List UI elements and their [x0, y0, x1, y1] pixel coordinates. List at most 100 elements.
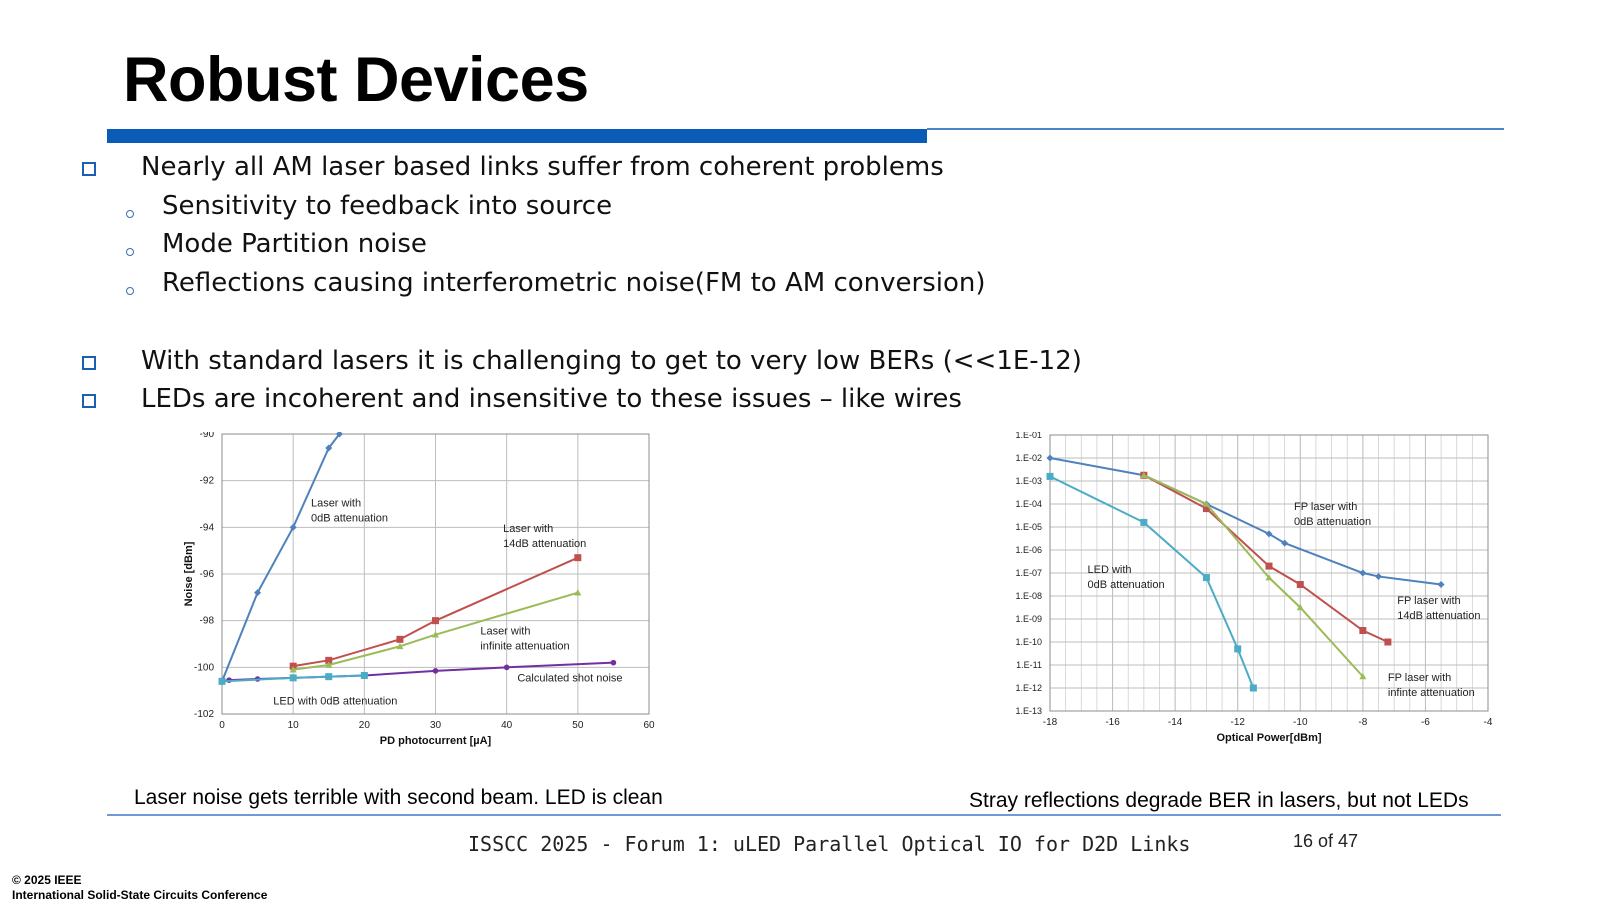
noise-chart: 0 10 20 30 40 50 60 -102 -100 -98 -96 -94 -92 -90 PD p…	[180, 429, 680, 772]
chart-annotation: infinite attenuation	[480, 641, 569, 653]
x-tick-label: -8	[1358, 717, 1367, 728]
chart-annotation: LED with	[1088, 564, 1132, 576]
chart-annotation: 0dB attenuation	[1088, 579, 1165, 591]
data-point	[1359, 627, 1367, 634]
x-tick-label: 10	[288, 720, 300, 731]
bullet-text: LEDs are incoherent and insensitive to t…	[141, 384, 962, 414]
data-point	[432, 668, 439, 674]
data-point	[610, 659, 617, 666]
data-point	[1265, 574, 1273, 581]
data-point	[1202, 505, 1210, 513]
data-point	[1265, 530, 1273, 538]
x-tick-label: -14	[1168, 717, 1183, 728]
title-accent-bar	[107, 129, 927, 143]
data-point	[218, 677, 226, 685]
data-point	[432, 617, 439, 625]
copyright-line: © 2025 IEEE	[12, 873, 82, 887]
data-point	[1437, 581, 1445, 588]
y-tick-label: -92	[200, 476, 215, 487]
x-tick-label: 0	[219, 720, 225, 731]
data-point	[396, 635, 404, 643]
data-point	[325, 673, 333, 681]
series-line	[222, 434, 341, 682]
sub-bullet-text: Mode Partition noise	[162, 229, 427, 259]
chart-annotation: FP laser with	[1294, 501, 1357, 513]
series-line	[1143, 474, 1389, 643]
ber-chart: -18 -16 -14 -12 -10 -8 -6 -4 1.E-01 1.E-02 1.E-03 1…	[997, 430, 1540, 772]
data-point	[574, 589, 582, 596]
x-tick-label: 30	[430, 720, 442, 731]
data-point	[1046, 472, 1054, 480]
data-point	[1046, 454, 1054, 462]
data-point	[289, 666, 297, 673]
y-tick-label: 1.E-08	[1015, 591, 1042, 601]
circle-bullet-icon	[126, 248, 134, 256]
circle-bullet-icon	[126, 287, 134, 295]
data-point	[289, 523, 297, 531]
series-line	[222, 674, 365, 683]
right-caption: Stray reflections degrade BER in lasers,…	[969, 789, 1469, 812]
y-tick-label: 1.E-06	[1015, 545, 1042, 555]
y-tick-label: -94	[200, 522, 215, 533]
y-tick-label: 1.E-03	[1015, 476, 1042, 486]
data-point	[1140, 518, 1148, 526]
y-tick-label: -102	[194, 709, 214, 720]
slide-title: Robust Devices	[123, 45, 589, 115]
x-tick-label: -16	[1105, 717, 1120, 728]
chart-annotation: infinte attenuation	[1388, 687, 1475, 699]
x-tick-label: 50	[572, 720, 584, 731]
square-bullet-icon	[82, 162, 96, 176]
x-tick-label: 60	[643, 720, 655, 731]
ber-chart-svg: -18 -16 -14 -12 -10 -8 -6 -4 1.E-01 1.E-02 1.E-03 1…	[997, 430, 1493, 744]
x-tick-label: 40	[501, 720, 513, 731]
data-point	[325, 656, 333, 664]
plot-frame	[221, 433, 650, 715]
plot-frame	[1049, 434, 1489, 712]
chart-annotation: Calculated shot noise	[517, 672, 622, 684]
y-tick-label: 1.E-13	[1015, 706, 1042, 716]
chart-annotation: Laser with	[480, 626, 530, 638]
y-tick-label: 1.E-04	[1015, 499, 1042, 509]
x-axis-label: Optical Power[dBm]	[1216, 732, 1321, 744]
sub-bullet-item: Sensitivity to feedback into source	[162, 191, 612, 221]
chart-annotation: 0dB attenuation	[311, 512, 388, 524]
y-tick-label: 1.E-02	[1015, 453, 1042, 463]
title-rule	[927, 128, 1504, 130]
data-point	[335, 430, 343, 438]
sub-bullet-item: Mode Partition noise	[162, 229, 427, 259]
data-point	[1359, 569, 1367, 577]
data-point	[1296, 604, 1304, 611]
data-point	[432, 631, 439, 638]
sub-bullet-text: Sensitivity to feedback into source	[162, 191, 613, 221]
bullet-text: Nearly all AM laser based links suffer f…	[141, 152, 944, 182]
data-point	[1140, 471, 1148, 479]
data-point	[1384, 638, 1392, 646]
bullet-text: With standard lasers it is challenging t…	[141, 346, 1082, 376]
x-axis-label: PD photocurrent [µA]	[380, 735, 492, 747]
data-point	[574, 554, 582, 562]
data-point	[1234, 645, 1242, 653]
y-tick-label: 1.E-09	[1015, 614, 1042, 624]
circle-bullet-icon	[126, 210, 134, 218]
square-bullet-icon	[82, 394, 96, 408]
data-point	[325, 661, 333, 668]
bullet-item: With standard lasers it is challenging t…	[141, 346, 1082, 376]
x-tick-label: -18	[1043, 717, 1058, 728]
left-caption: Laser noise gets terrible with second be…	[134, 786, 663, 809]
data-point	[503, 664, 510, 671]
data-point	[1359, 673, 1367, 680]
data-point	[1281, 539, 1289, 547]
data-point	[289, 674, 297, 682]
sub-bullet-item: Reflections causing interferometric nois…	[162, 268, 986, 298]
y-tick-label: -98	[200, 616, 215, 627]
y-tick-label: 1.E-10	[1015, 637, 1042, 647]
data-point	[1202, 500, 1210, 507]
chart-annotation: Laser with	[503, 523, 553, 535]
data-point	[1249, 684, 1257, 692]
y-tick-label: 1.E-12	[1015, 683, 1042, 693]
y-tick-label: -100	[194, 662, 214, 673]
chart-annotation: 14dB attenuation	[1397, 610, 1480, 622]
bullet-item: LEDs are incoherent and insensitive to t…	[141, 384, 962, 414]
y-tick-label: 1.E-01	[1015, 432, 1042, 440]
data-point	[360, 672, 368, 679]
